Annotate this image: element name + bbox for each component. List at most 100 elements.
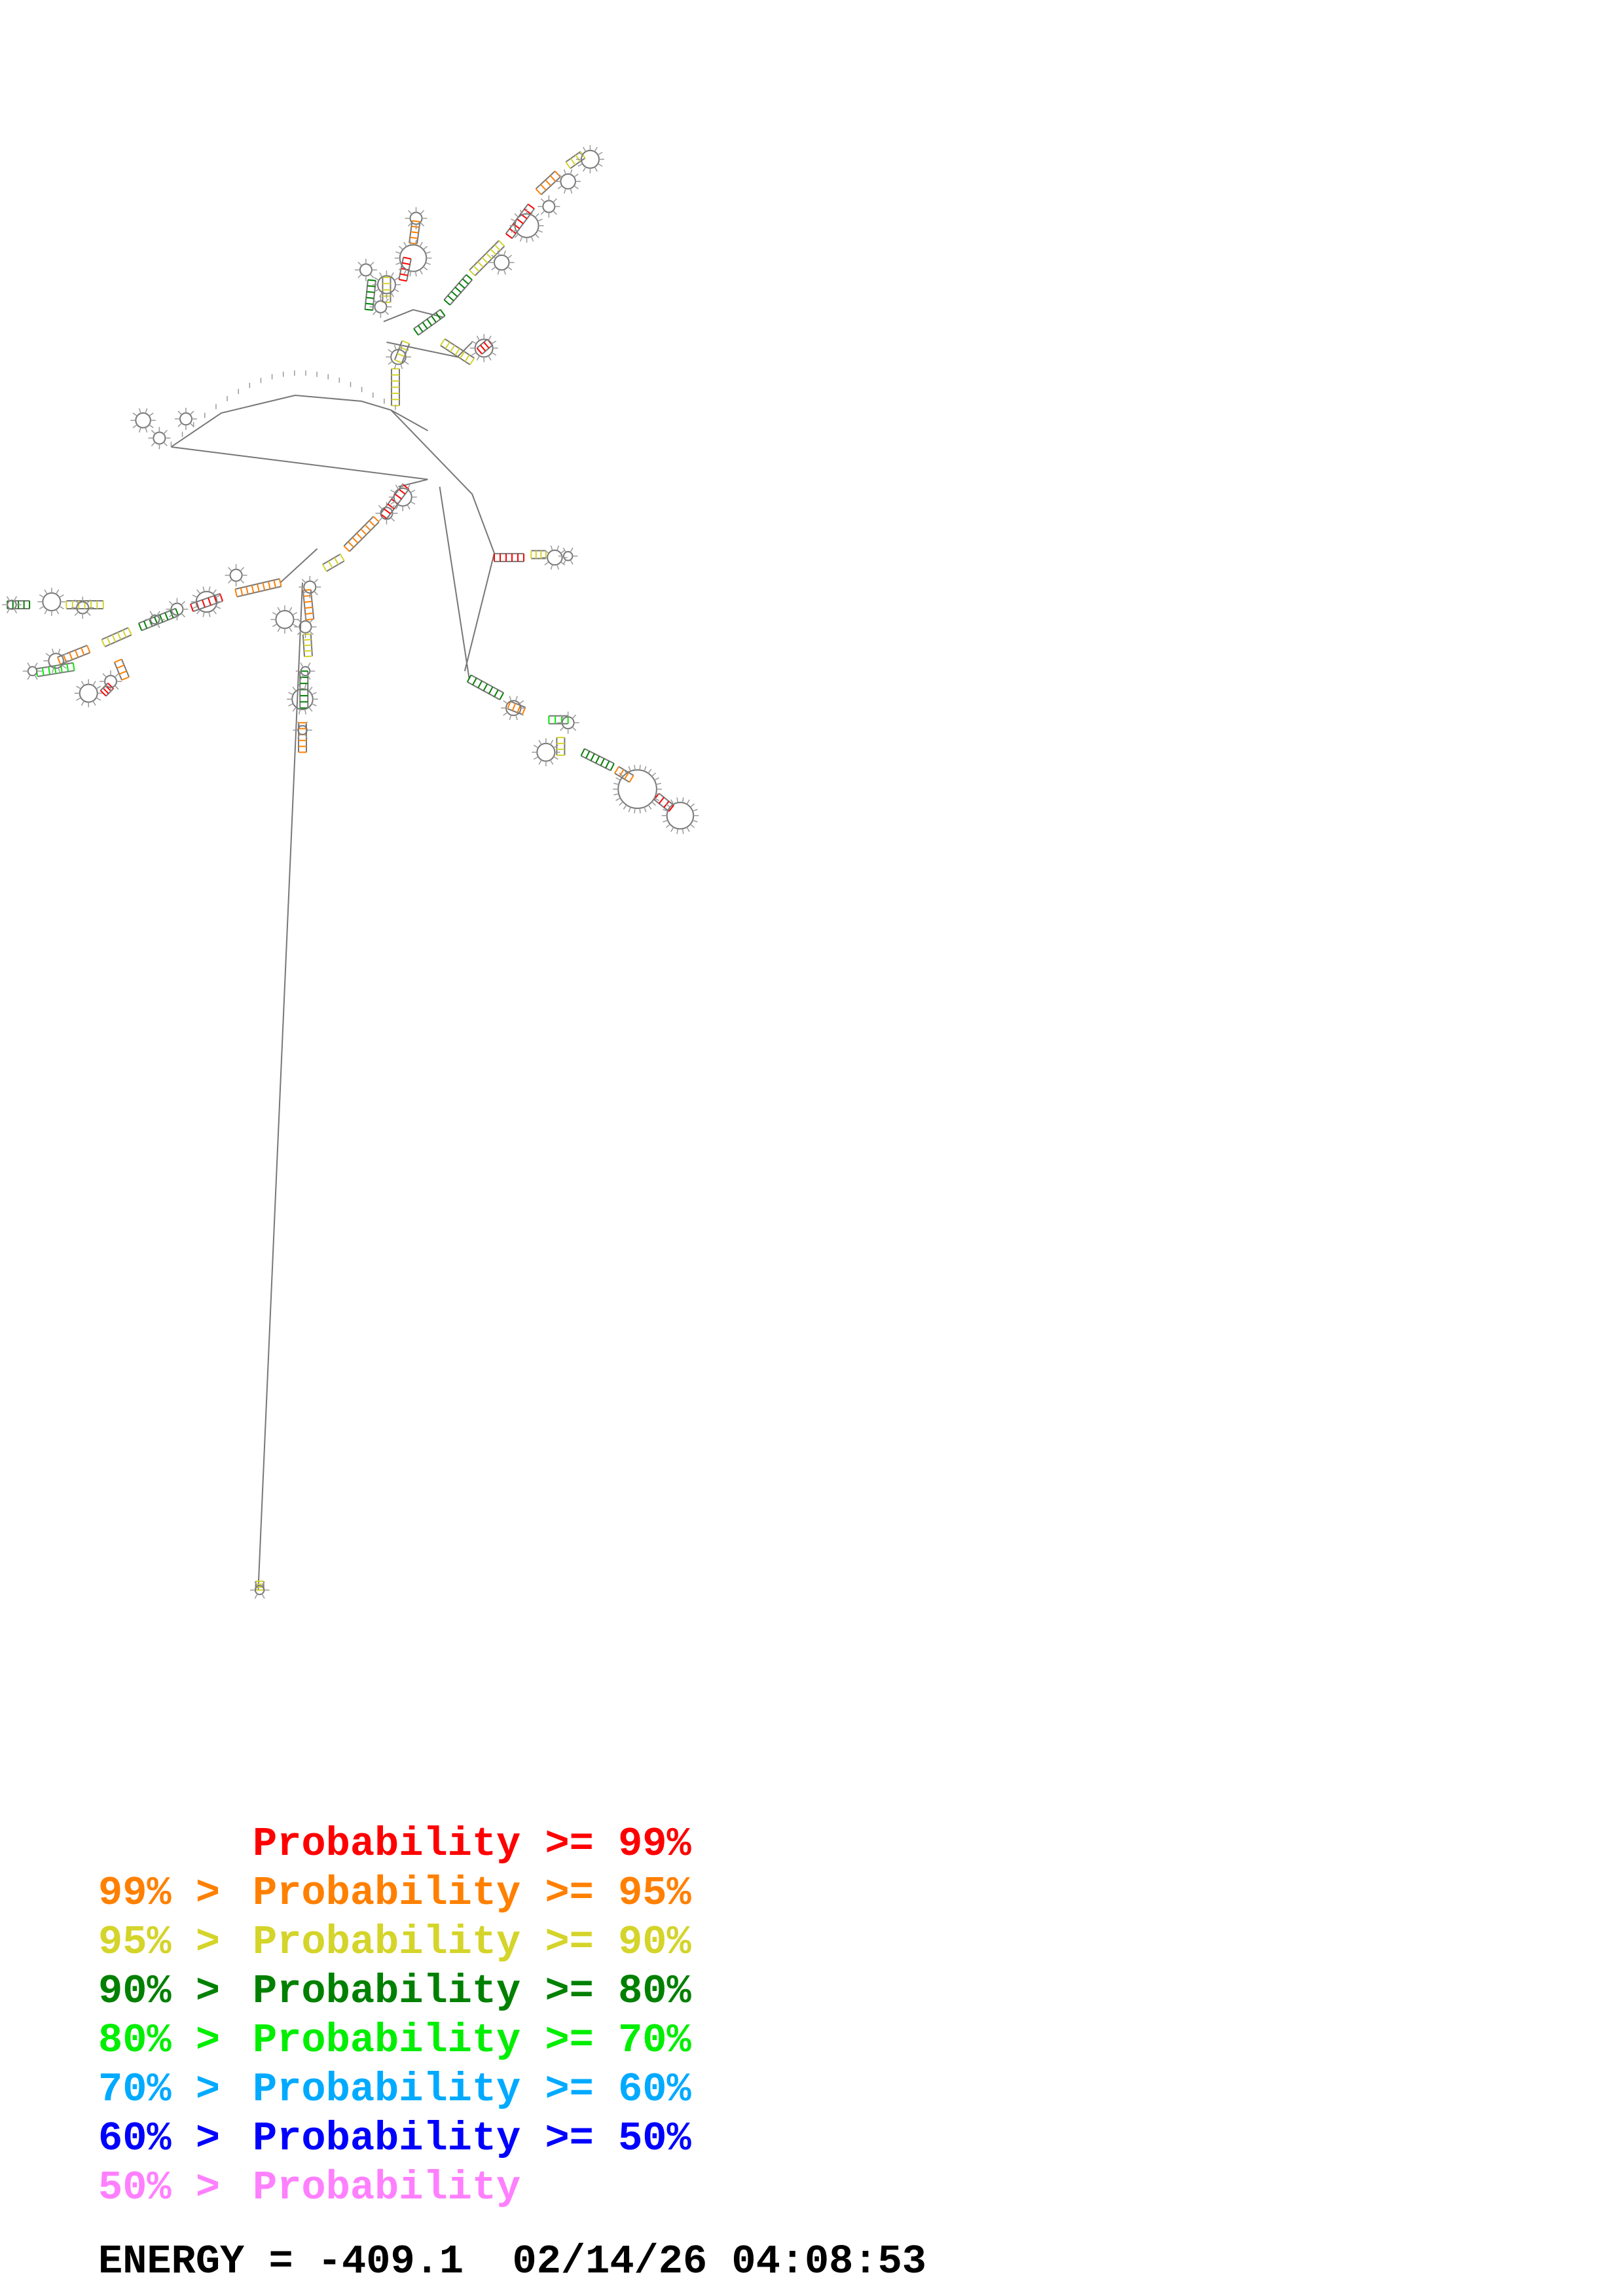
nucleotide-tick — [196, 609, 201, 615]
base-pair — [469, 357, 475, 365]
nucleotide-tick — [308, 687, 313, 692]
nucleotide-tick — [515, 715, 518, 721]
nucleotide-tick — [254, 1581, 258, 1587]
legend-item: 80% > Probability >= 70% — [98, 2016, 691, 2065]
nucleotide-tick — [297, 619, 302, 623]
base-pair — [499, 692, 504, 700]
base-pair — [399, 279, 407, 282]
base-pair — [117, 632, 122, 640]
base-pair — [303, 644, 312, 647]
base-pair — [384, 508, 391, 514]
nucleotide-tick — [538, 740, 542, 745]
nucleotide-tick — [192, 594, 198, 598]
nucleotide-tick — [560, 726, 564, 731]
base-pair — [412, 220, 420, 223]
nucleotide-tick — [572, 726, 577, 731]
nucleotide-tick — [471, 351, 477, 356]
nucleotide-tick — [132, 412, 137, 417]
nucleotide-tick — [228, 567, 232, 572]
base-pair — [75, 649, 79, 658]
legend-item-label: Probability >= 70% — [253, 2017, 691, 2064]
base-pair — [629, 775, 634, 783]
base-pair — [411, 225, 420, 228]
nucleotide-tick — [655, 783, 661, 785]
nucleotide-tick — [298, 709, 301, 715]
nucleotide-tick — [393, 344, 397, 350]
nucleotide-tick — [212, 589, 217, 594]
nucleotide-tick — [613, 783, 619, 785]
base-pair — [517, 218, 524, 224]
nucleotide-tick — [181, 601, 185, 605]
base-pair — [439, 338, 446, 346]
nucleotide-tick — [308, 707, 313, 712]
base-pair — [658, 797, 665, 804]
nucleotide-tick — [301, 590, 306, 596]
base-pair — [476, 348, 483, 355]
helix-stem — [614, 766, 634, 783]
base-pair — [555, 170, 561, 178]
nucleotide-tick — [420, 222, 425, 227]
loop — [376, 275, 396, 295]
nucleotide-tick — [44, 609, 48, 615]
backbone-lines — [170, 309, 495, 1590]
strand-line — [326, 560, 345, 572]
strand-line — [104, 634, 132, 647]
strand-line — [393, 340, 403, 361]
loop — [135, 412, 151, 429]
legend-item: Probability >= 99% — [98, 1820, 691, 1869]
loop — [493, 254, 510, 271]
base-pair — [422, 321, 428, 329]
nucleotide-tick — [292, 687, 297, 692]
base-pair — [137, 622, 143, 631]
base-pair — [610, 763, 615, 771]
helix-stem — [100, 682, 114, 697]
helix-stem — [443, 274, 473, 306]
helix-stem — [505, 204, 535, 239]
helix-stem — [382, 276, 392, 303]
nucleotide-tick — [420, 209, 425, 215]
nucleotide-tick — [497, 269, 500, 275]
legend-item-prefix: 80% > — [98, 2017, 221, 2064]
base-pair — [122, 630, 127, 638]
nucleotide-tick — [514, 213, 519, 218]
nucleotide-tick — [570, 547, 574, 553]
base-pair — [595, 755, 600, 764]
base-pair — [240, 587, 244, 596]
base-pair — [304, 600, 312, 603]
loop — [7, 600, 17, 610]
nucleotide-tick — [533, 756, 539, 760]
strand-line — [416, 221, 421, 244]
nucleotide-tick — [58, 668, 61, 673]
nucleotide-tick — [537, 230, 543, 233]
nucleotide-tick — [410, 490, 416, 493]
nucleotide-tick — [594, 147, 598, 152]
helix-stem — [113, 658, 130, 681]
nucleotide-tick — [651, 772, 656, 777]
nucleotide-tick — [519, 711, 524, 716]
probability-legend: Probability >= 99% 99% > Probability >= 95… — [98, 1820, 691, 2212]
nucleotide-tick — [372, 298, 377, 303]
base-pair — [527, 204, 535, 209]
loop — [562, 550, 574, 562]
strand-line — [120, 658, 130, 677]
nucleotide-tick — [202, 611, 205, 617]
nucleotide-tick — [215, 594, 221, 598]
nucleotide-tick — [509, 696, 512, 702]
base-pair — [69, 652, 73, 660]
nucleotide-tick — [390, 517, 395, 522]
helix-stem — [469, 240, 505, 276]
nucleotide-tick — [138, 427, 141, 433]
nucleotide-tick — [156, 611, 160, 617]
base-pair — [394, 359, 403, 364]
nucleotide-tick — [289, 607, 293, 613]
nucleotide-tick — [81, 700, 85, 706]
nucleotide-tick — [86, 599, 91, 604]
strand-line — [141, 615, 179, 632]
base-pair — [111, 634, 117, 643]
nucleotide-tick — [388, 349, 393, 353]
helix-stem — [390, 368, 400, 406]
strand-line — [57, 645, 88, 658]
nucleotide-tick — [59, 605, 64, 609]
nucleotide-tick — [163, 429, 168, 435]
base-pair — [549, 175, 556, 182]
